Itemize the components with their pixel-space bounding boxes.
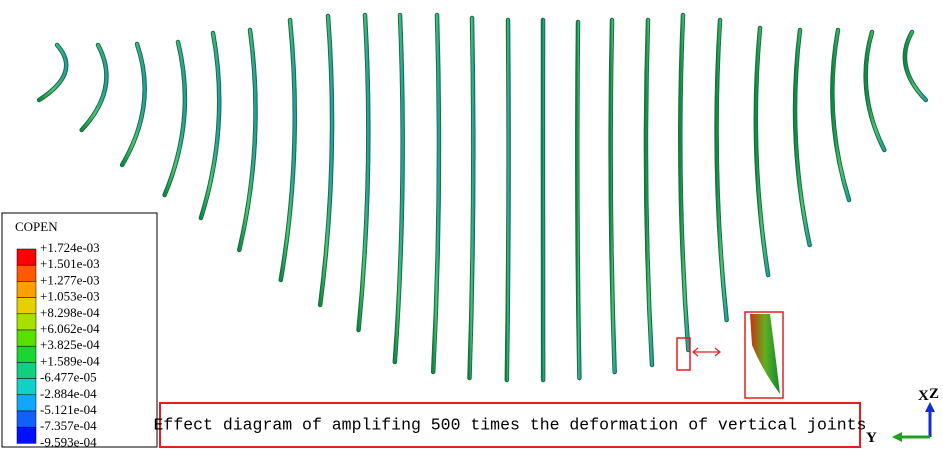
legend-swatch: [16, 248, 37, 266]
joint-face: [864, 30, 886, 152]
triad-x: X: [918, 388, 929, 404]
legend-label: +1.724e-03: [40, 240, 100, 255]
legend-label: -7.357e-04: [40, 418, 97, 433]
highlight-box: [676, 337, 691, 371]
joint-face: [199, 31, 221, 220]
joint-face: [238, 28, 257, 252]
joint-face: [120, 42, 146, 167]
joint-face: [80, 43, 108, 132]
joint-face: [679, 13, 690, 352]
legend-swatch: [16, 281, 37, 298]
joint-face: [318, 14, 334, 307]
legend-swatch: [16, 362, 37, 379]
joint-face: [644, 18, 654, 367]
legend-label: +1.501e-03: [40, 256, 100, 271]
joint-face: [431, 13, 441, 374]
triad-y: Y: [866, 430, 877, 446]
legend-swatch: [16, 297, 37, 315]
legend-swatch: [16, 313, 37, 331]
joint-face: [754, 26, 770, 277]
legend-swatch: [16, 426, 37, 444]
legend-label: -5.121e-04: [40, 402, 97, 417]
axis-triad: X Z Y: [866, 386, 939, 446]
zoom-joint: [750, 314, 780, 394]
joint-face: [831, 28, 851, 202]
joint-face: [903, 30, 928, 102]
legend-label: +3.825e-04: [40, 337, 100, 352]
legend-label: +8.298e-04: [40, 305, 100, 320]
joint-face: [468, 16, 475, 380]
joint-face: [576, 20, 581, 380]
legend-label: +1.277e-03: [40, 272, 100, 287]
legend-label: +1.589e-04: [40, 353, 100, 368]
legend-swatch: [16, 394, 37, 412]
caption-box: [159, 402, 861, 448]
zoom-box: [744, 311, 784, 399]
legend-title: COPEN: [15, 219, 58, 234]
joint-face: [357, 13, 370, 332]
joint-face: [163, 40, 187, 197]
caption: Effect diagram of amplifing 500 times th…: [154, 415, 867, 434]
legend-label: -9.593e-04: [40, 434, 97, 449]
joint-face: [609, 18, 616, 374]
legend-label: +6.062e-04: [40, 321, 100, 336]
joint-face: [505, 18, 510, 382]
joint-face: [37, 43, 68, 102]
legend-swatch: [16, 410, 37, 428]
legend-swatch: [16, 378, 37, 396]
legend-label: -2.884e-04: [40, 386, 97, 401]
legend-label: +1.053e-03: [40, 289, 100, 304]
arrow: [692, 347, 721, 357]
joint-face: [279, 18, 297, 282]
legend-swatch: [16, 345, 37, 363]
legend-swatch: [16, 329, 37, 347]
legend-label: -6.477e-05: [40, 370, 97, 385]
joint-face: [793, 28, 811, 247]
legend: +1.724e-03+1.501e-03+1.277e-03 +1.053e-03…: [16, 240, 100, 449]
joints: [36, 12, 929, 383]
legend-swatch: [16, 264, 37, 282]
joint-face: [715, 18, 728, 322]
joint-face: [393, 13, 404, 364]
triad-z: Z: [929, 386, 939, 402]
